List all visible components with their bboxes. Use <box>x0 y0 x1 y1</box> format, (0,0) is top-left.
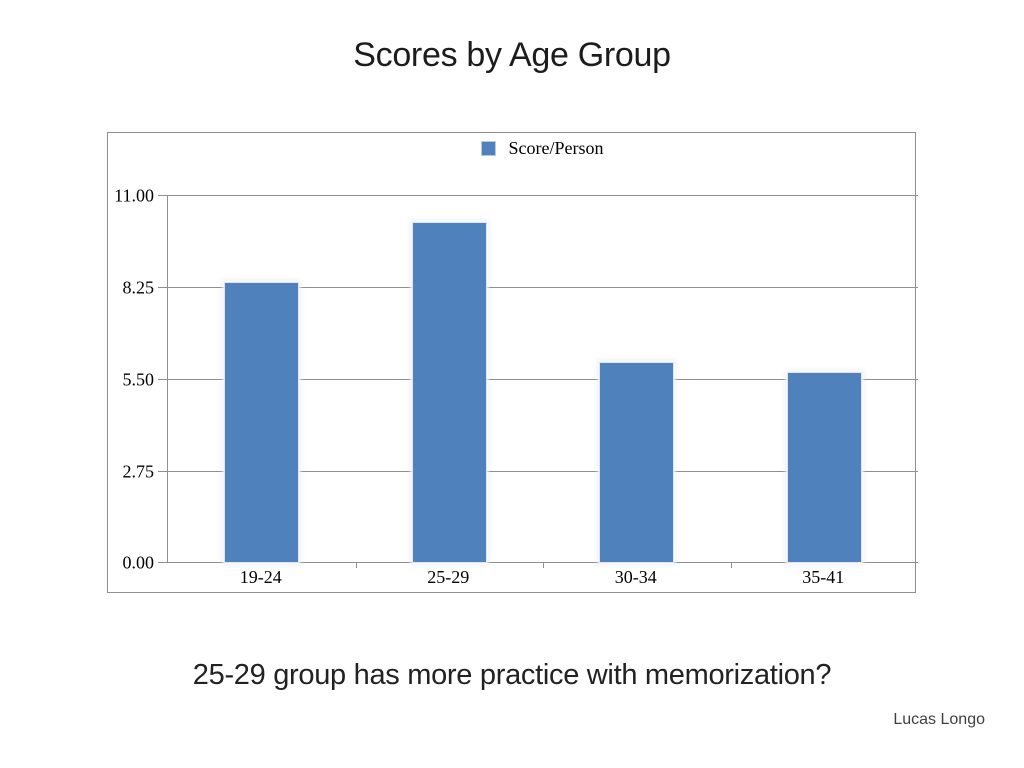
bar-19-24 <box>224 282 300 563</box>
x-tick-label-25-29: 25-29 <box>427 567 470 587</box>
gridline-8.25 <box>168 287 918 288</box>
y-tick-label-5.50: 5.50 <box>122 369 155 389</box>
x-tick-3 <box>731 563 732 568</box>
y-tick-label-8.25: 8.25 <box>122 277 155 297</box>
bar-chart: Score/Person 0.00 2.75 5.50 8.25 11.00 19-24… <box>107 132 918 593</box>
chart-legend: Score/Person <box>167 137 917 159</box>
y-tick-5.50 <box>158 379 168 380</box>
plot-area <box>158 195 918 568</box>
y-tick-label-11.00: 11.00 <box>114 185 154 205</box>
slide-title: Scores by Age Group <box>353 36 671 74</box>
legend-swatch-icon <box>480 140 496 156</box>
slide-caption: 25-29 group has more practice with memor… <box>192 659 832 691</box>
x-tick-1 <box>356 563 357 568</box>
y-tick-label-2.75: 2.75 <box>122 461 155 481</box>
bar-25-29 <box>411 222 487 563</box>
bar-35-41 <box>786 372 862 563</box>
x-tick-label-30-34: 30-34 <box>614 567 657 587</box>
legend-label: Score/Person <box>508 137 604 158</box>
y-axis-labels: 0.00 2.75 5.50 8.25 11.00 <box>108 185 158 572</box>
x-tick-label-19-24: 19-24 <box>239 567 282 587</box>
author-credit: Lucas Longo <box>893 711 985 728</box>
y-tick-2.75 <box>158 471 168 472</box>
gridline-11.00 <box>168 195 918 196</box>
gridline-5.50 <box>168 379 918 380</box>
x-tick-label-35-41: 35-41 <box>802 567 845 587</box>
y-tick-0.00 <box>158 562 168 563</box>
gridline-2.75 <box>168 471 918 472</box>
y-tick-11.00 <box>158 195 168 196</box>
x-axis-labels: 19-24 25-29 30-34 35-41 <box>167 563 917 592</box>
y-tick-label-0.00: 0.00 <box>122 552 155 572</box>
x-tick-2 <box>543 563 544 568</box>
y-tick-8.25 <box>158 287 168 288</box>
gridline-0.00 <box>168 562 918 563</box>
bar-30-34 <box>599 362 675 563</box>
